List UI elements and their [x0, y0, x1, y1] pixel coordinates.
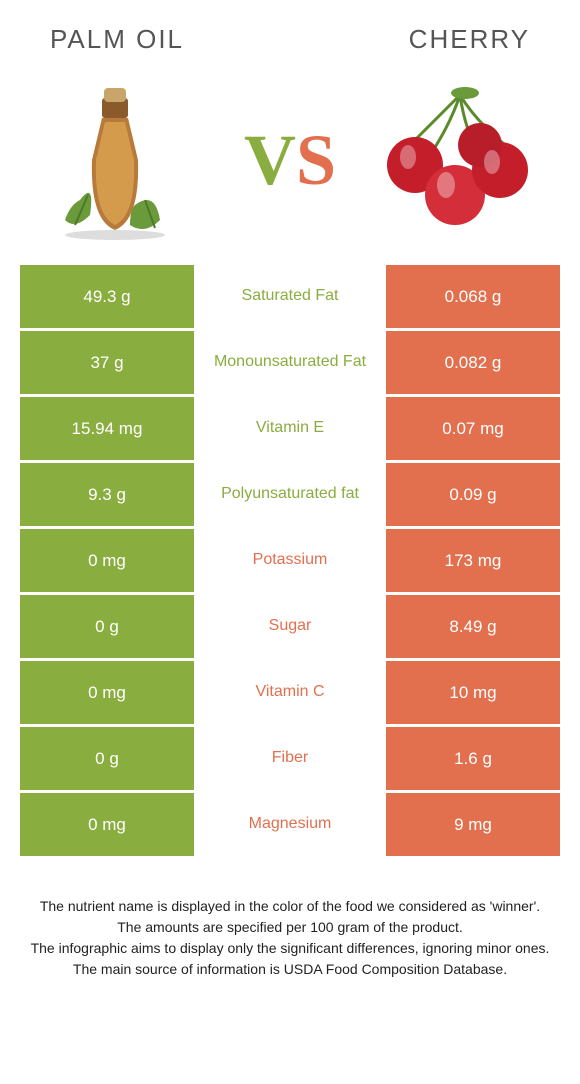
right-value: 173 mg	[386, 529, 560, 592]
footnote-line: The main source of information is USDA F…	[15, 959, 565, 980]
nutrient-label: Polyunsaturated fat	[197, 463, 383, 526]
vs-label: VS	[244, 119, 336, 202]
table-row: 0 gFiber1.6 g	[20, 727, 560, 790]
nutrient-label: Fiber	[197, 727, 383, 790]
left-value: 0 mg	[20, 529, 194, 592]
table-row: 37 gMonounsaturated Fat0.082 g	[20, 331, 560, 394]
header: Palm oil Cherry	[0, 0, 580, 65]
cherry-image	[380, 75, 540, 245]
nutrient-label: Saturated Fat	[197, 265, 383, 328]
right-value: 10 mg	[386, 661, 560, 724]
vs-s-letter: S	[296, 120, 336, 200]
table-row: 9.3 gPolyunsaturated fat0.09 g	[20, 463, 560, 526]
right-value: 0.068 g	[386, 265, 560, 328]
footnotes: The nutrient name is displayed in the co…	[0, 856, 580, 980]
nutrient-label: Potassium	[197, 529, 383, 592]
left-value: 15.94 mg	[20, 397, 194, 460]
nutrient-label: Magnesium	[197, 793, 383, 856]
footnote-line: The nutrient name is displayed in the co…	[15, 896, 565, 917]
right-value: 1.6 g	[386, 727, 560, 790]
right-value: 0.082 g	[386, 331, 560, 394]
cherries-icon	[380, 85, 540, 235]
right-value: 9 mg	[386, 793, 560, 856]
nutrient-label: Vitamin E	[197, 397, 383, 460]
right-value: 0.07 mg	[386, 397, 560, 460]
table-row: 0 mgMagnesium9 mg	[20, 793, 560, 856]
left-value: 0 g	[20, 595, 194, 658]
left-value: 0 mg	[20, 793, 194, 856]
left-value: 0 g	[20, 727, 194, 790]
left-value: 49.3 g	[20, 265, 194, 328]
vs-v-letter: V	[244, 120, 296, 200]
footnote-line: The amounts are specified per 100 gram o…	[15, 917, 565, 938]
right-value: 0.09 g	[386, 463, 560, 526]
table-row: 49.3 gSaturated Fat0.068 g	[20, 265, 560, 328]
images-row: VS	[0, 65, 580, 265]
right-food-title: Cherry	[409, 24, 530, 55]
left-value: 37 g	[20, 331, 194, 394]
footnote-line: The infographic aims to display only the…	[15, 938, 565, 959]
table-row: 0 gSugar8.49 g	[20, 595, 560, 658]
table-row: 0 mgPotassium173 mg	[20, 529, 560, 592]
nutrient-table: 49.3 gSaturated Fat0.068 g37 gMonounsatu…	[0, 265, 580, 856]
left-value: 9.3 g	[20, 463, 194, 526]
right-value: 8.49 g	[386, 595, 560, 658]
nutrient-label: Monounsaturated Fat	[197, 331, 383, 394]
table-row: 0 mgVitamin C10 mg	[20, 661, 560, 724]
table-row: 15.94 mgVitamin E0.07 mg	[20, 397, 560, 460]
left-value: 0 mg	[20, 661, 194, 724]
oil-bottle-icon	[60, 80, 180, 240]
palm-oil-image	[40, 75, 200, 245]
left-food-title: Palm oil	[50, 24, 184, 55]
nutrient-label: Vitamin C	[197, 661, 383, 724]
nutrient-label: Sugar	[197, 595, 383, 658]
